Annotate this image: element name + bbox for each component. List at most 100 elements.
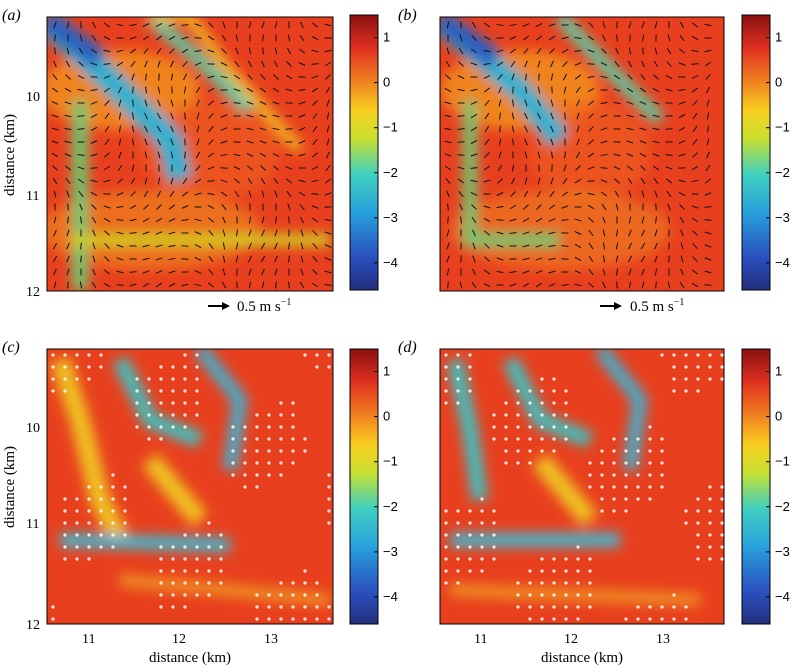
grid-dot: [540, 593, 544, 597]
velocity-arrow: [666, 190, 672, 198]
velocity-arrow: [679, 216, 685, 224]
velocity-arrow: [483, 269, 491, 275]
grid-dot: [303, 569, 307, 573]
velocity-arrow: [65, 74, 71, 80]
velocity-arrow: [286, 61, 292, 67]
velocity-arrow: [484, 152, 490, 158]
velocity-arrow: [665, 154, 673, 156]
velocity-arrow: [626, 140, 634, 144]
velocity-arrow: [588, 139, 594, 145]
velocity-arrow: [67, 281, 69, 289]
velocity-arrow: [64, 140, 72, 144]
grid-dot: [684, 365, 688, 369]
y-ticks-a: 10 11 12: [26, 90, 40, 300]
grid-dot: [564, 557, 568, 561]
grid-dot: [660, 437, 664, 441]
velocity-arrow: [65, 60, 71, 68]
colorbar-b: [741, 14, 771, 291]
grid-dot: [183, 581, 187, 585]
grid-dot: [660, 449, 664, 453]
velocity-arrow: [705, 86, 711, 94]
velocity-arrow: [496, 49, 504, 53]
velocity-arrow: [220, 75, 228, 79]
grid-dot: [480, 557, 484, 561]
velocity-arrow: [66, 268, 70, 276]
grid-dot: [624, 485, 628, 489]
velocity-arrow: [326, 138, 330, 146]
grid-dot: [183, 569, 187, 573]
grid-dot: [87, 353, 91, 357]
grid-dot: [87, 509, 91, 513]
velocity-arrow: [275, 281, 277, 289]
velocity-arrow: [324, 49, 332, 53]
velocity-arrow: [602, 281, 606, 289]
velocity-arrow: [247, 60, 253, 68]
velocity-arrow: [272, 153, 280, 157]
velocity-arrow: [235, 47, 239, 55]
velocity-arrow: [104, 243, 110, 249]
velocity-arrow: [53, 21, 57, 29]
velocity-arrow: [104, 256, 110, 262]
velocity-arrow: [156, 204, 162, 210]
velocity-arrow: [678, 153, 686, 157]
velocity-arrow: [324, 218, 332, 222]
velocity-arrow: [194, 37, 202, 39]
y-tick-label: 10: [26, 421, 40, 436]
grid-dot: [327, 605, 331, 609]
grid-dot: [552, 425, 556, 429]
velocity-arrow: [157, 60, 161, 68]
grid-dot: [183, 365, 187, 369]
velocity-arrow: [298, 153, 306, 157]
grid-dot: [528, 461, 532, 465]
grid-dot: [99, 545, 103, 549]
velocity-arrow: [691, 49, 699, 53]
grid-dot: [291, 425, 295, 429]
velocity-arrow: [156, 125, 162, 133]
velocity-arrow: [601, 34, 607, 42]
grid-dot: [444, 509, 448, 513]
velocity-arrow: [129, 36, 137, 40]
y-tick-label: 10: [26, 90, 40, 105]
velocity-arrow: [274, 229, 278, 237]
grid-dot: [75, 497, 79, 501]
colorbar-tick-label: −1: [775, 454, 790, 469]
grid-dot: [708, 509, 712, 513]
velocity-arrow: [170, 125, 174, 133]
grid-dot: [444, 533, 448, 537]
velocity-arrow: [626, 87, 634, 93]
velocity-arrow: [285, 166, 293, 170]
velocity-arrow: [576, 112, 580, 120]
grid-dot: [612, 461, 616, 465]
velocity-arrow: [246, 140, 254, 144]
grid-dot: [159, 557, 163, 561]
velocity-arrow: [615, 203, 619, 211]
velocity-arrow: [600, 101, 608, 105]
velocity-arrow: [325, 86, 331, 94]
grid-dot: [243, 473, 247, 477]
grid-dot: [480, 533, 484, 537]
velocity-arrow: [640, 73, 646, 81]
velocity-arrow: [600, 191, 608, 197]
grid-dot: [708, 497, 712, 501]
colorbar-tick-label: 0: [383, 409, 390, 424]
velocity-arrow: [600, 114, 608, 118]
grid-dot: [660, 473, 664, 477]
velocity-arrow: [692, 230, 698, 236]
colorbar-tick-label: −3: [383, 210, 398, 225]
velocity-arrow: [574, 256, 582, 262]
grid-dot: [708, 365, 712, 369]
velocity-arrow: [484, 243, 490, 249]
grid-dot: [159, 605, 163, 609]
velocity-arrow: [446, 21, 450, 29]
colorbar-tick-label: −4: [383, 255, 398, 270]
velocity-arrow: [447, 203, 449, 211]
velocity-arrow: [587, 192, 595, 196]
velocity-arrow: [194, 178, 202, 184]
velocity-arrow: [653, 74, 659, 80]
grid-dot: [552, 437, 556, 441]
velocity-arrow: [678, 140, 686, 144]
grid-dot: [552, 581, 556, 585]
velocity-arrow: [118, 112, 122, 120]
velocity-arrow: [628, 47, 632, 55]
colorbar-tick-label: −4: [383, 589, 398, 604]
